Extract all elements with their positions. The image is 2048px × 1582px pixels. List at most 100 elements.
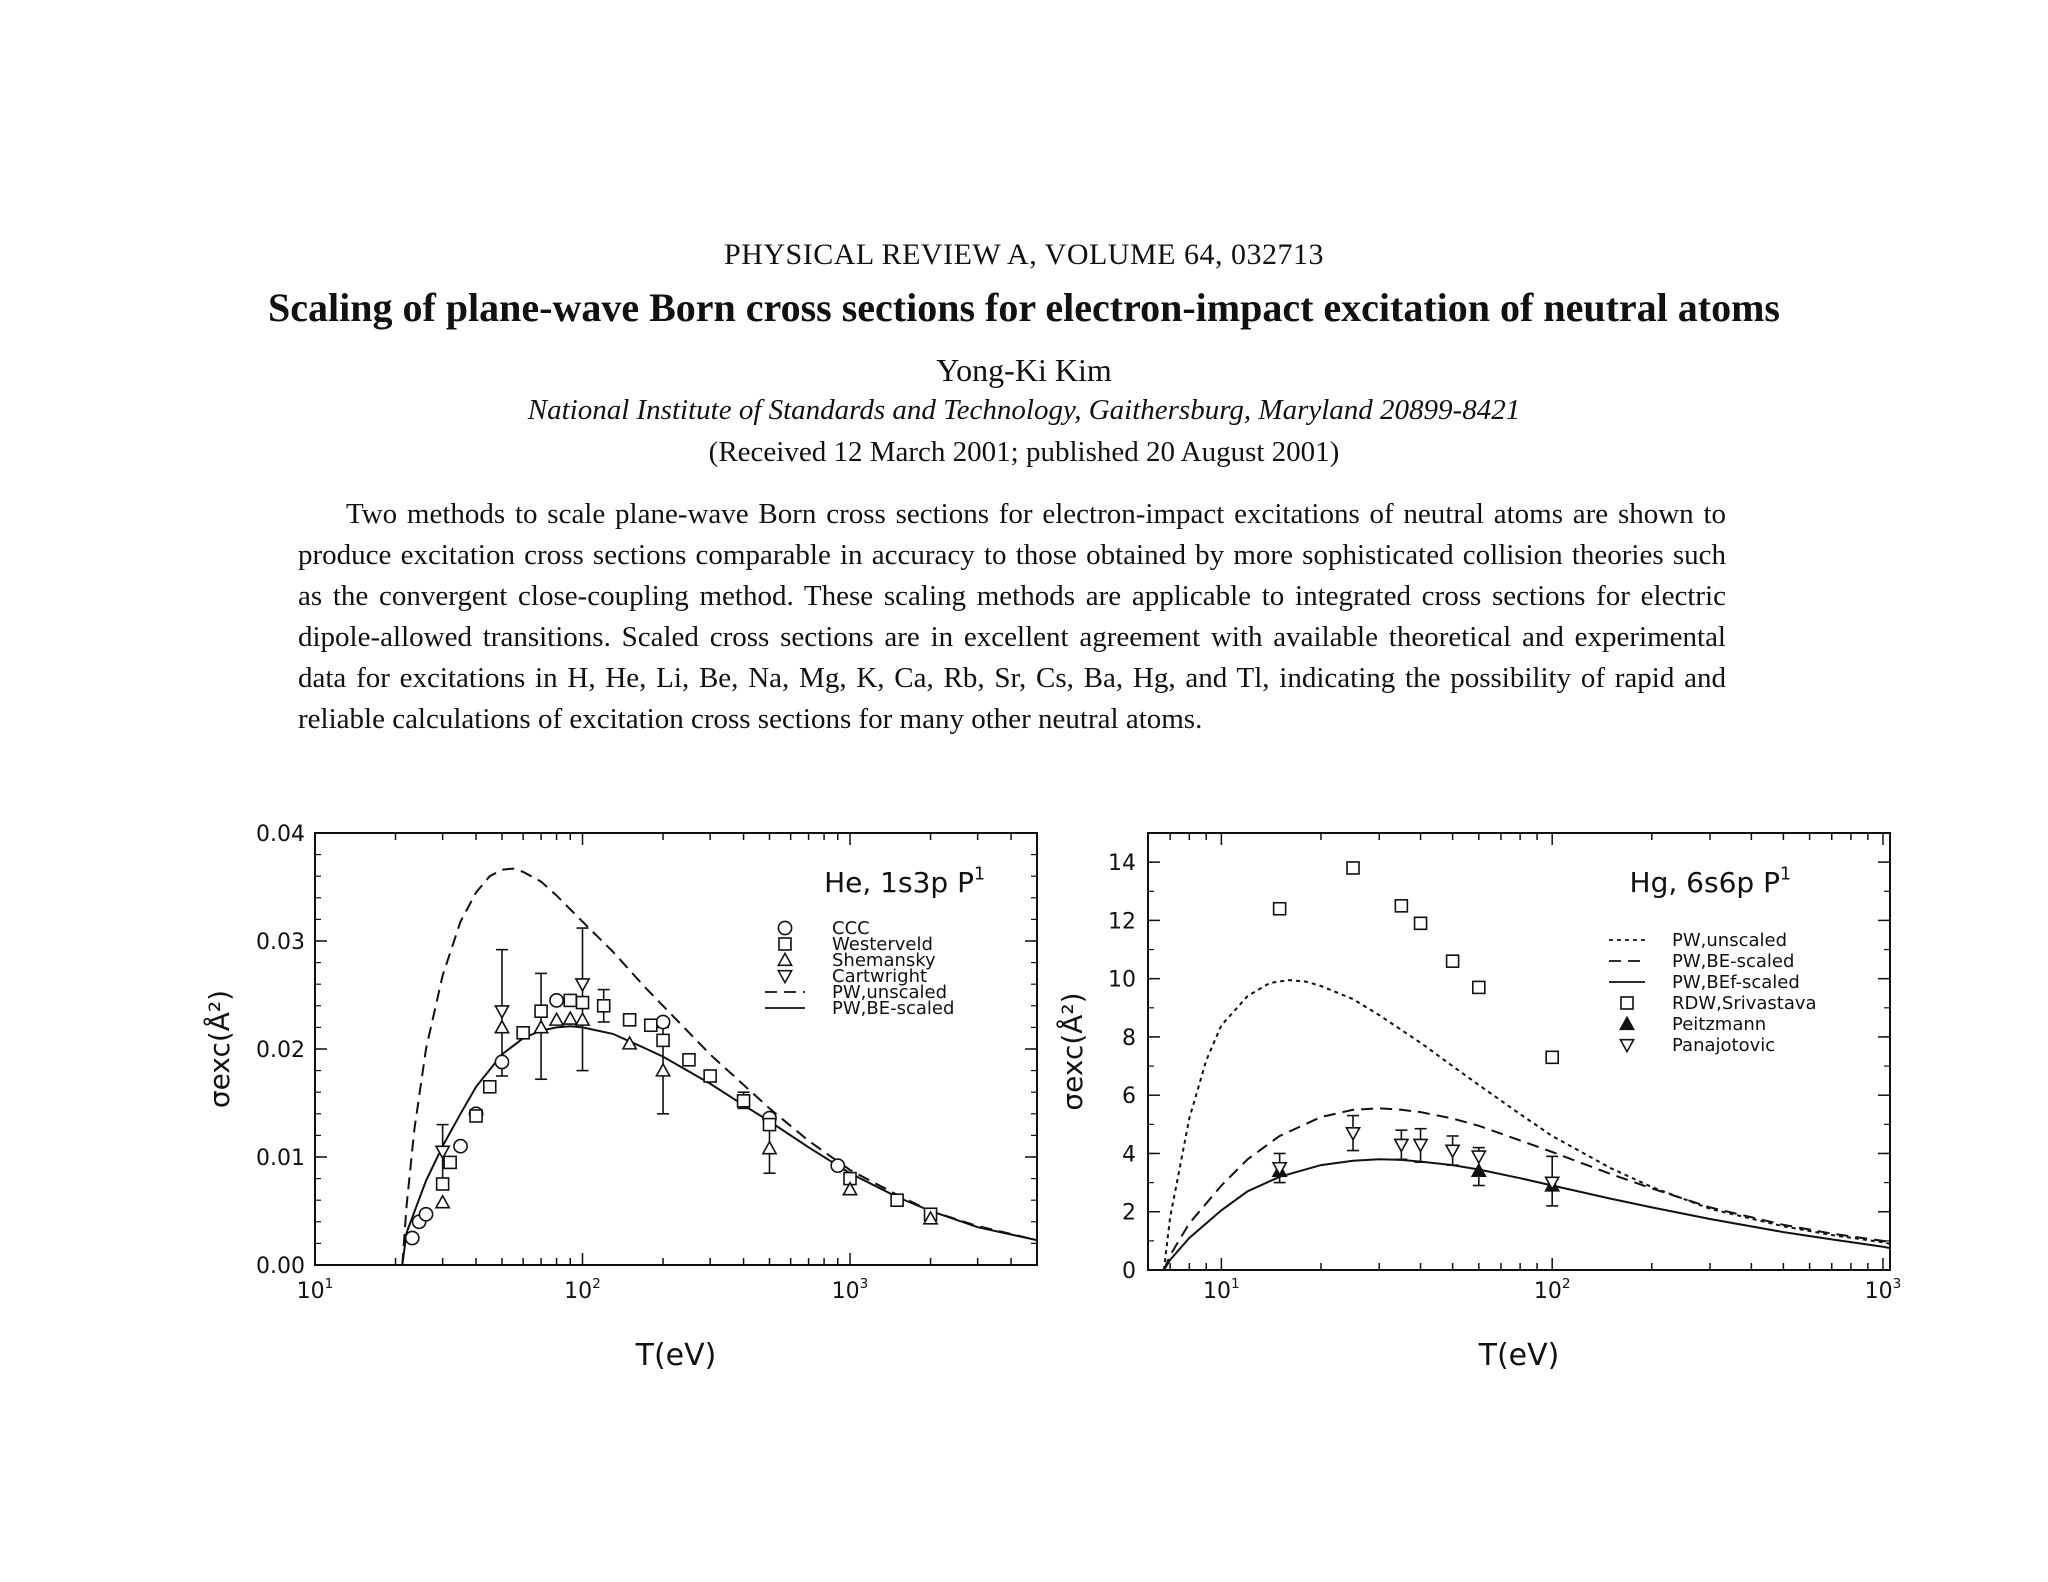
legend-label: RDW,Srivastava [1672, 993, 1817, 1014]
y-tick-label: 0 [1122, 1259, 1136, 1284]
data-point-triangle-up [494, 1019, 510, 1034]
data-point-triangle-up [533, 1019, 550, 1034]
data-point-square [1545, 1050, 1559, 1065]
data-point-triangle-down [1393, 1138, 1410, 1153]
data-point-square [1272, 901, 1287, 916]
legend-label: Westerveld [832, 934, 933, 955]
y-tick-label: 6 [1122, 1084, 1136, 1109]
legend-label: CCC [832, 918, 870, 939]
x-axis-label: T(eV) [1478, 1338, 1560, 1373]
data-point-triangle-down [1271, 1161, 1288, 1177]
data-point-triangle-up [621, 1035, 638, 1050]
panel-annotation: He, 1s3p P1 [824, 864, 985, 899]
data-point-square [736, 1094, 751, 1108]
data-point-square [482, 1080, 497, 1094]
data-point-circle [494, 1054, 510, 1070]
chart-legend: CCCWesterveldShemanskyCartwrightPW,unsca… [765, 918, 954, 1019]
data-point-square [1346, 861, 1360, 875]
legend-marker [1619, 1015, 1635, 1031]
chart-panel-2: 101 102 103 0 2 4 6 8 10 12 14 T(eV) σexc(Å²) Hg, 6s6… [1055, 832, 1902, 1373]
data-point-filled-triangle-up [1470, 1162, 1487, 1178]
paper-title: Scaling of plane-wave Born cross section… [267, 285, 1780, 330]
legend-marker [1620, 996, 1634, 1010]
data-point-square [469, 1109, 483, 1123]
plot-area [1162, 861, 1890, 1270]
data-point-circle [404, 1230, 420, 1246]
journal-header: PHYSICAL REVIEW A, VOLUME 64, 032713 [724, 238, 1324, 271]
legend-label: PW,unscaled [1672, 930, 1787, 951]
data-point-square [1413, 916, 1428, 931]
data-point-triangle-down [1412, 1138, 1429, 1153]
y-tick-label: 8 [1122, 1026, 1136, 1051]
data-point-circle [418, 1206, 434, 1222]
data-point-square [762, 1117, 777, 1132]
data-point-square [682, 1053, 696, 1067]
data-point-circle [453, 1138, 468, 1154]
data-point-triangle-up [434, 1194, 451, 1209]
x-tick-label: 102 [564, 1276, 601, 1304]
data-point-square [1445, 954, 1460, 968]
data-point-square [643, 1018, 658, 1033]
y-axis-label: σexc(Å²) [202, 990, 236, 1108]
legend-label: Panajotovic [1672, 1035, 1775, 1056]
x-tick-label: 102 [1534, 1276, 1571, 1304]
y-tick-label: 12 [1108, 909, 1136, 934]
y-tick-label: 0.01 [256, 1146, 305, 1171]
data-point-square [534, 1004, 548, 1019]
received-dates: (Received 12 March 2001; published 20 Au… [708, 436, 1340, 468]
legend-label: PW,BEf-scaled [1672, 972, 1800, 993]
data-point-circle [655, 1014, 671, 1030]
legend-label: PW,BE-scaled [1672, 951, 1794, 972]
data-point-triangle-down [1444, 1144, 1461, 1159]
data-point-triangle-down [1544, 1176, 1561, 1191]
data-point-triangle-up [562, 1010, 579, 1025]
data-point-square [890, 1193, 904, 1207]
legend-marker [1619, 1038, 1635, 1054]
data-point-triangle-down [1345, 1126, 1361, 1142]
data-point-square [516, 1026, 530, 1040]
x-axis-label: T(eV) [635, 1338, 717, 1373]
y-tick-label: 0.03 [256, 930, 305, 955]
y-tick-label: 2 [1122, 1201, 1136, 1226]
data-point-square [622, 1013, 637, 1027]
data-point-triangle-down [1470, 1150, 1487, 1165]
data-point-triangle-up [655, 1062, 671, 1077]
plot-area [401, 867, 1037, 1265]
legend-label: Shemansky [832, 950, 936, 971]
y-tick-label: 0.04 [256, 822, 305, 847]
y-tick-label: 14 [1108, 851, 1136, 876]
y-tick-label: 4 [1122, 1142, 1136, 1167]
legend-marker [778, 937, 792, 951]
legend-label: Cartwright [832, 966, 927, 987]
legend-marker [777, 969, 793, 985]
chart-panel-1: 101 102 103 0.00 0.01 0.02 0.03 0.04 T(eV) σexc(Å… [202, 822, 1038, 1373]
data-point-triangle-down [574, 978, 591, 993]
series-line-pw-be-scaled [1162, 1107, 1890, 1270]
chart-legend: PW,unscaledPW,BE-scaledPW,BEf-scaledRDW,… [1609, 930, 1817, 1056]
x-tick-label: 101 [297, 1276, 334, 1304]
data-point-square [656, 1033, 670, 1048]
author-name: Yong-Ki Kim [936, 352, 1112, 388]
data-point-triangle-up [548, 1011, 565, 1026]
x-tick-label: 103 [1865, 1276, 1902, 1304]
y-tick-label: 0.00 [256, 1254, 305, 1279]
data-point-square [703, 1069, 717, 1083]
data-point-square [1394, 899, 1409, 913]
y-axis-label: σexc(Å²) [1055, 992, 1089, 1110]
data-point-circle [549, 993, 564, 1008]
author-affiliation: National Institute of Standards and Tech… [527, 394, 1521, 426]
y-tick-label: 0.02 [256, 1038, 305, 1063]
data-point-square [596, 998, 611, 1013]
data-point-square [435, 1177, 450, 1191]
legend-label: PW,BE-scaled [832, 998, 954, 1019]
series-line-pw-unscaled [401, 867, 1037, 1265]
x-tick-label: 101 [1203, 1276, 1240, 1304]
legend-label: Peitzmann [1672, 1014, 1766, 1035]
data-point-triangle-up [922, 1210, 939, 1225]
series-line-pw-unscaled [1162, 979, 1890, 1270]
legend-label: PW,unscaled [832, 982, 947, 1003]
legend-marker [777, 951, 793, 967]
legend-marker [777, 920, 793, 936]
plot-frame [1147, 832, 1891, 1271]
